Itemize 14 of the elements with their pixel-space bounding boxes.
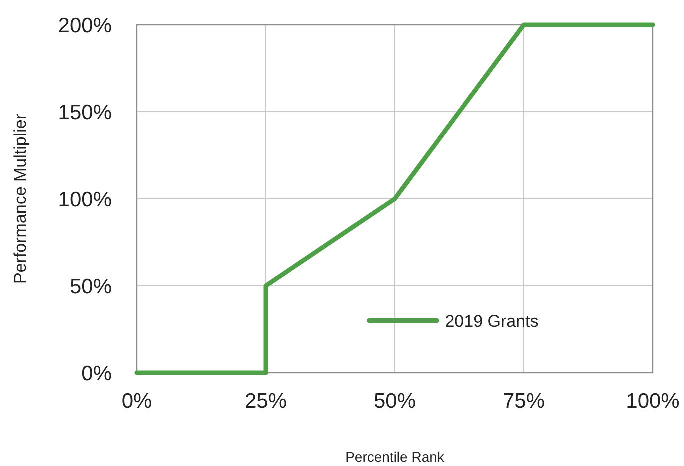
y-tick-label: 0% [82,362,112,386]
legend-label: 2019 Grants [445,312,539,331]
x-tick-label: 50% [374,390,416,413]
y-tick-label: 50% [70,275,112,298]
y-tick-label: 200% [58,14,112,38]
line-series [134,22,656,376]
y-tick-label: 100% [58,188,112,212]
x-axis-title: Percentile Rank [346,449,446,465]
x-tick-label: 75% [502,390,546,413]
x-tick-label: 100% [626,390,680,413]
x-tick-label: 25% [244,390,288,413]
y-tick-label: 150% [58,101,112,124]
x-tick-label: 0% [122,390,152,413]
y-axis-title: Performance Multiplier [11,114,30,284]
